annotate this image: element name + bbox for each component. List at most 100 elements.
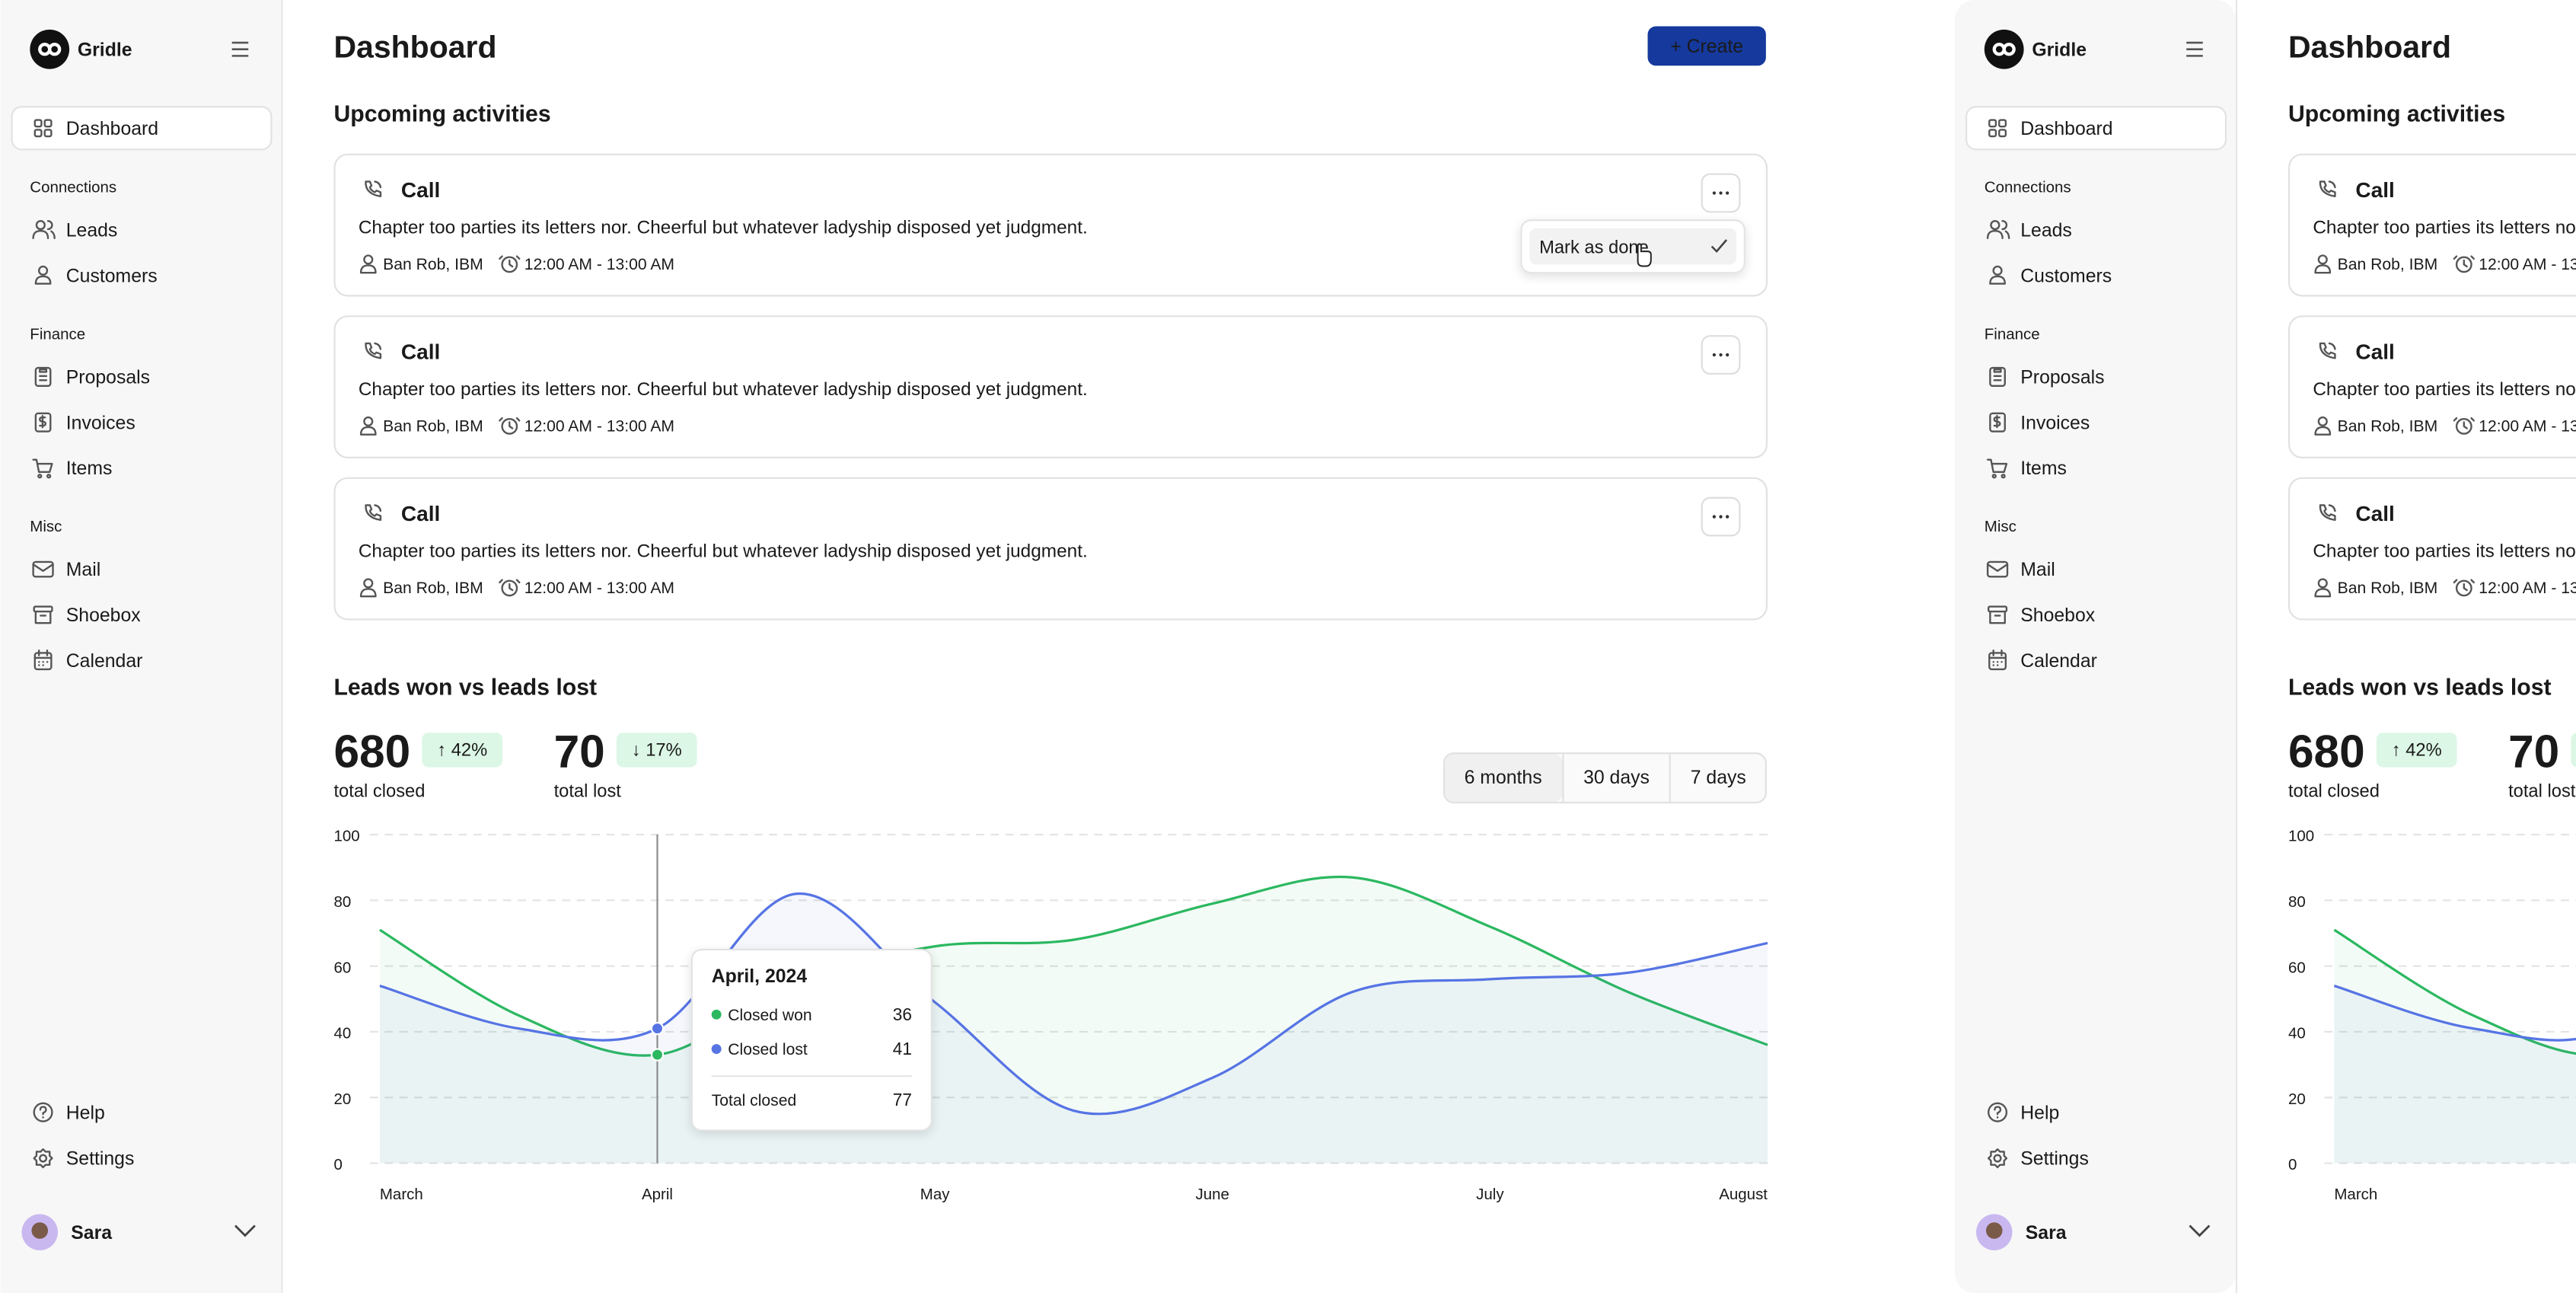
- range-option-active[interactable]: [1445, 754, 1564, 802]
- icon-part: [33, 1148, 53, 1169]
- icon: [1986, 458, 2008, 479]
- sidebar: [0, 0, 282, 1293]
- stat-value: 680: [2288, 726, 2365, 777]
- icon: [34, 412, 52, 433]
- create-button[interactable]: [1647, 26, 1766, 66]
- stat-label: total closed: [333, 781, 425, 801]
- page-title: Dashboard: [2288, 30, 2451, 65]
- nav-item: Help: [2020, 1103, 2059, 1123]
- icon: [1988, 605, 2008, 624]
- series-line: [379, 892, 1768, 1116]
- icon: [32, 560, 54, 578]
- check-icon: [1710, 239, 1728, 254]
- icon: [32, 220, 56, 240]
- x-tick-label: March: [2334, 1186, 2377, 1203]
- icon-part: [365, 180, 382, 198]
- icon-part: [1989, 366, 2006, 387]
- icon-part: [359, 426, 377, 436]
- menu-item-hover[interactable]: [1529, 228, 1737, 265]
- icon-part: [1988, 605, 2008, 613]
- icon-part: [2453, 579, 2475, 592]
- create-button-label: + Create: [1670, 37, 1743, 57]
- icon-part: [34, 275, 52, 285]
- change-badge: [422, 733, 503, 768]
- icon-part: [32, 563, 54, 572]
- icon: [365, 342, 382, 359]
- activity-text: Chapter too parties its letters nor. Che…: [2313, 217, 2576, 238]
- icon-part: [43, 119, 53, 128]
- y-tick-label: 20: [2288, 1090, 2306, 1108]
- icon: [359, 578, 377, 598]
- icon-part: [499, 417, 521, 429]
- nav-item-active[interactable]: [1965, 106, 2227, 151]
- icon-part: [39, 1106, 47, 1119]
- icon-part: [1998, 129, 2007, 138]
- icon: [1988, 649, 2007, 671]
- y-tick-label: 80: [2288, 893, 2306, 911]
- legend-dot: [711, 1044, 722, 1055]
- nav-item: Customers: [2020, 266, 2112, 286]
- icon: [32, 458, 53, 479]
- icon-part: [359, 588, 377, 598]
- activity-person: Ban Rob, IBM: [383, 579, 483, 597]
- icon: [33, 605, 53, 624]
- y-tick-label: 100: [2288, 828, 2314, 845]
- icon-part: [365, 504, 382, 522]
- icon: [499, 255, 521, 273]
- activity-text: Chapter too parties its letters nor. Che…: [2313, 379, 2576, 400]
- icon-part: [359, 264, 377, 274]
- icon: [2319, 504, 2336, 522]
- menu-toggle[interactable]: [231, 41, 249, 57]
- nav-item: Calendar: [66, 651, 143, 672]
- nav-item: Proposals: [66, 368, 150, 388]
- nav-section-title: Finance: [1985, 325, 2040, 343]
- nav-item: Leads: [2020, 221, 2072, 241]
- nav-item-active[interactable]: [11, 106, 273, 151]
- activity-type: Call: [2355, 340, 2394, 363]
- icon-part: [1988, 649, 2007, 666]
- tooltip-total-label: Total closed: [712, 1092, 797, 1109]
- menu-toggle[interactable]: [2186, 41, 2203, 57]
- icon: [33, 649, 53, 671]
- user-menu-chevron[interactable]: [2189, 1224, 2211, 1237]
- section-title: Upcoming activities: [2288, 102, 2505, 127]
- icon-part: [1988, 129, 1997, 138]
- nav-section-title: Misc: [30, 518, 62, 535]
- icon: [1986, 220, 2010, 240]
- range-option: 30 days: [1583, 768, 1650, 788]
- sidebar: [1954, 0, 2236, 1293]
- icon: [365, 180, 382, 198]
- activity-card: [333, 477, 1768, 621]
- nav-item: Shoebox: [66, 605, 141, 626]
- icon-part: [1998, 119, 2007, 128]
- icon-part: [33, 605, 53, 613]
- y-tick-label: 100: [333, 828, 359, 845]
- avatar-face: [31, 1222, 49, 1239]
- change-badge-label: ↑ 42%: [437, 740, 487, 760]
- icon: [34, 265, 52, 285]
- icon-part: [363, 416, 374, 426]
- icon: [2453, 579, 2475, 597]
- y-tick-label: 0: [333, 1156, 342, 1173]
- icon-part: [501, 417, 518, 435]
- nav-section-title: Finance: [30, 325, 85, 343]
- activity-type: Call: [401, 178, 440, 202]
- nav-item: Items: [66, 458, 113, 479]
- icon: [1989, 412, 2006, 433]
- menu-item: Mark as done: [1539, 238, 1649, 257]
- icon: [2453, 255, 2475, 273]
- app-window: Gridle Dashboard Connections Leads Customers…: [0, 0, 1768, 1293]
- icon-part: [34, 366, 52, 387]
- nav-item: Calendar: [2020, 651, 2097, 672]
- icon-part: [501, 579, 518, 597]
- y-tick-label: 0: [2288, 1156, 2297, 1173]
- change-badge-label: ↓ 17%: [632, 740, 682, 760]
- user-menu-chevron[interactable]: [234, 1224, 256, 1237]
- nav-section-title: Connections: [30, 178, 116, 196]
- icon-part: [2317, 254, 2328, 265]
- icon-part: [39, 369, 48, 382]
- icon-part: [37, 474, 43, 479]
- icon-part: [2319, 180, 2336, 198]
- brand-name: Gridle: [78, 40, 132, 60]
